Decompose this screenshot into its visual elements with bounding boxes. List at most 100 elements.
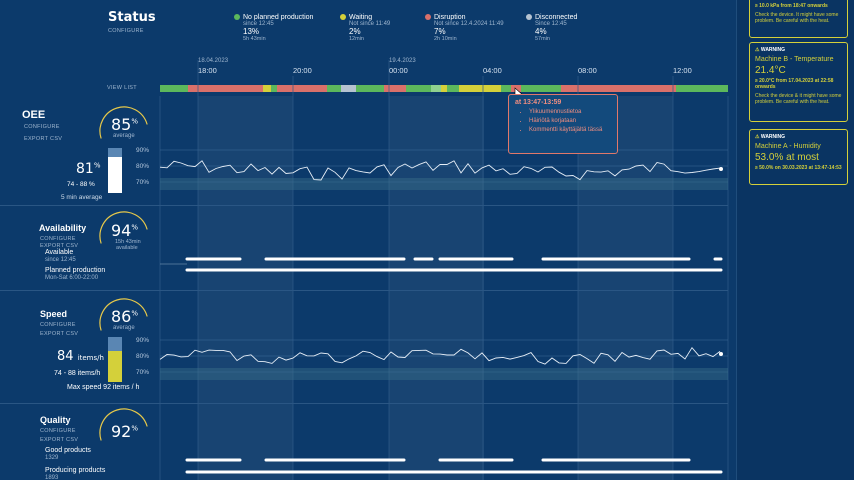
warning-icon: ⚠ — [755, 47, 760, 53]
section-divider — [0, 290, 728, 291]
speed-level-fill — [108, 350, 122, 382]
availability-sub: available — [116, 245, 138, 251]
speed-configure-link[interactable]: CONFIGURE — [40, 322, 76, 328]
oee-average-label: 5 min average — [61, 194, 103, 201]
tooltip-item: Kommentti käyttäjältä tässä — [529, 127, 611, 133]
date-label: 18.04.2023 — [198, 58, 229, 64]
status-segment[interactable] — [160, 85, 188, 92]
tooltip-item: Ylikuumennustietoa — [529, 109, 611, 115]
oee-gridlines — [160, 149, 728, 183]
speed-axis-label: 70% — [136, 369, 150, 376]
warnings-panel — [736, 0, 854, 480]
time-tick: 18:00 — [198, 66, 217, 75]
speed-title: Speed — [40, 309, 68, 319]
status-segment[interactable] — [263, 85, 271, 92]
tooltip-time: at 13:47-13:59 — [515, 99, 562, 106]
warning-icon: ⚠ — [755, 134, 760, 140]
speed-gauge-sub: average — [113, 325, 135, 331]
warning-card[interactable]: ⚠ WARNING Machine A - Humidity 53.0% at … — [749, 129, 848, 185]
shaded-column — [578, 96, 673, 480]
time-tick: 00:00 — [389, 66, 408, 75]
legend-disconnected: Disconnected Since 12:45 4% 57min — [526, 14, 577, 42]
warning-card[interactable]: ⚠ WARNING Machine B - Temperature 21.4°C… — [749, 42, 848, 122]
time-tick: 08:00 — [578, 66, 597, 75]
available-since: since 12:45 — [45, 257, 76, 263]
configure-link-status[interactable]: CONFIGURE — [108, 28, 144, 34]
warning-card[interactable]: ≥ 10.0 kPa from 18:47 onwards Check the … — [749, 0, 848, 38]
status-segment[interactable] — [384, 85, 406, 92]
speed-max: Max speed 92 items / h — [67, 384, 140, 391]
availability-bars — [185, 257, 723, 272]
speed-target-band — [160, 368, 728, 380]
speed-gauge-value: 86% — [111, 307, 139, 326]
oee-configure-link[interactable]: CONFIGURE — [24, 124, 60, 130]
date-label: 19.4.2023 — [389, 58, 416, 64]
good-products-value: 1329 — [45, 455, 59, 461]
legend-disruption: Disruption Not since 12.4.2024 11:49 7% … — [425, 14, 504, 42]
legend-waiting: Waiting Not since 11:49 2% 12min — [340, 14, 390, 42]
status-segment[interactable] — [277, 85, 327, 92]
time-tick: 04:00 — [483, 66, 502, 75]
quality-gauge-value: 92% — [111, 422, 139, 441]
planned-production-time: Mon-Sat 6:00-22:00 — [45, 275, 99, 281]
oee-title: OEE — [22, 109, 46, 121]
status-dot-icon — [340, 14, 346, 20]
status-timeline-bar[interactable] — [160, 85, 728, 92]
speed-axis-label: 80% — [136, 353, 150, 360]
oee-target-band — [160, 178, 728, 190]
time-tick: 20:00 — [293, 66, 312, 75]
status-segment[interactable] — [521, 85, 561, 92]
planned-production-label: Planned production — [45, 267, 106, 274]
oee-export-link[interactable]: EXPORT CSV — [24, 136, 63, 142]
oee-gauge-sub: average — [113, 133, 135, 139]
producing-products-label: Producing products — [45, 467, 106, 474]
status-segment[interactable] — [431, 85, 441, 92]
status-segment[interactable] — [501, 85, 511, 92]
tooltip-item: Häiriötä korjataan — [529, 118, 611, 124]
status-segment[interactable] — [341, 85, 356, 92]
status-segment[interactable] — [447, 85, 459, 92]
section-divider — [0, 205, 728, 206]
shaded-column — [198, 96, 293, 480]
quality-configure-link[interactable]: CONFIGURE — [40, 428, 76, 434]
availability-configure-link[interactable]: CONFIGURE — [40, 236, 76, 242]
legend-no-planned: No planned production since 12:45 13% 5h… — [234, 14, 313, 42]
oee-level-bar — [108, 148, 122, 193]
quality-bars — [185, 458, 723, 474]
producing-products-value: 1893 — [45, 475, 59, 480]
quality-export-link[interactable]: EXPORT CSV — [40, 437, 79, 443]
oee-level-fill — [108, 156, 122, 193]
speed-current-point — [719, 352, 723, 356]
status-segment[interactable] — [459, 85, 501, 92]
view-list-button[interactable]: VIEW LIST — [107, 85, 137, 91]
availability-title: Availability — [39, 223, 87, 233]
status-dot-icon — [526, 14, 532, 20]
status-dot-icon — [425, 14, 431, 20]
speed-export-link[interactable]: EXPORT CSV — [40, 331, 79, 337]
timeline-tooltip: at 13:47-13:59 Ylikuumennustietoa Häiriö… — [508, 94, 618, 154]
availability-export-link[interactable]: EXPORT CSV — [40, 243, 79, 249]
status-segment[interactable] — [561, 85, 676, 92]
status-segment[interactable] — [271, 85, 277, 92]
oee-gauge-value: 85% — [111, 115, 139, 134]
section-divider — [0, 403, 728, 404]
availability-gauge-value: 94% — [111, 221, 139, 240]
status-segment[interactable] — [327, 85, 341, 92]
quality-title: Quality — [40, 415, 71, 425]
status-segment[interactable] — [406, 85, 431, 92]
status-segment[interactable] — [188, 85, 263, 92]
availability-duration: 15h 43min — [115, 239, 141, 245]
status-segment[interactable] — [676, 85, 728, 92]
good-products-label: Good products — [45, 447, 91, 454]
gauge-arcs — [99, 106, 148, 441]
available-label: Available — [45, 249, 74, 256]
status-dot-icon — [234, 14, 240, 20]
speed-level-bar — [108, 337, 122, 382]
speed-range: 74 - 88 items/h — [54, 370, 101, 377]
status-segment[interactable] — [356, 85, 384, 92]
oee-current-value: 81% — [76, 161, 101, 177]
status-segment[interactable] — [441, 85, 447, 92]
oee-axis-label: 80% — [136, 163, 150, 170]
